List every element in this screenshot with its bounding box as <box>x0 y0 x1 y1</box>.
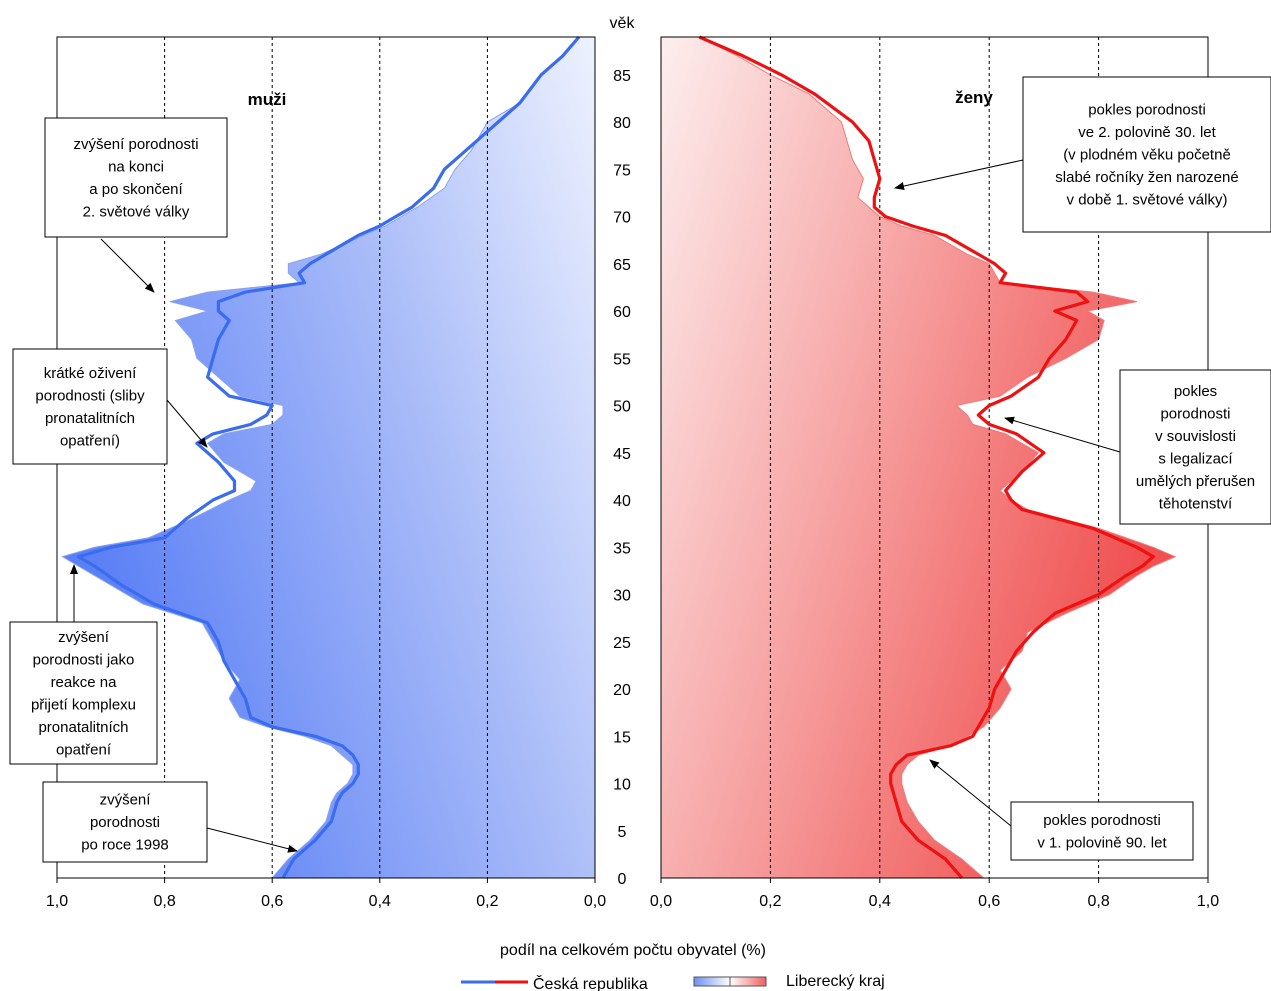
women-line-ceska-republika <box>698 35 1155 880</box>
men-x-tick-label: 0,4 <box>369 893 391 910</box>
legend-label-ceska-republika: Česká republika <box>533 974 648 991</box>
men-x-tick-label: 0,8 <box>153 893 175 910</box>
age-tick-label: 55 <box>613 351 631 368</box>
annotation-text-line: v 1. polovině 90. let <box>1037 834 1167 851</box>
annotation-box <box>44 117 228 238</box>
annotation-text-line: pronatalitních <box>38 719 128 736</box>
annotation-text-line: zvýšení porodnosti <box>73 136 198 153</box>
annotation-text-line: zvýšení <box>58 629 110 646</box>
annotation-box <box>1022 76 1271 233</box>
annotation-text-line: v době 1. světové války) <box>1067 192 1228 209</box>
annotation-text-line: krátké oživení <box>44 365 137 382</box>
annotation-text-line: (v plodném věku početně <box>1063 147 1231 164</box>
annotation-box <box>9 621 158 765</box>
men-area-edge <box>61 36 580 879</box>
age-axis-title: věk <box>610 15 636 32</box>
legend-label-liberecky-kraj: Liberecký kraj <box>786 973 885 990</box>
annotation-arrow <box>100 238 155 293</box>
men-x-tick-label: 0,2 <box>476 893 498 910</box>
annotation-text-line: pokles <box>1174 383 1217 400</box>
age-tick-label: 10 <box>613 777 631 794</box>
annotation-text-line: slabé ročníky žen narozené <box>1055 169 1238 186</box>
annotation-text-line: na konci <box>108 158 164 175</box>
annotation-text-line: těhotenství <box>1159 495 1233 512</box>
annotation-text-line: s legalizací <box>1158 450 1233 467</box>
annotation-text-line: porodnosti <box>90 814 160 831</box>
age-tick-label: 5 <box>618 824 627 841</box>
men-panel-label: muži <box>248 90 287 109</box>
annotation-box <box>12 348 168 465</box>
men-line-ceska-republika <box>76 35 581 879</box>
annotation-text-line: porodnosti (sliby <box>35 387 145 404</box>
annotation-box <box>42 781 208 863</box>
annotation-text-line: porodnosti <box>1160 405 1230 422</box>
x-axis-title: podíl na celkovém počtu obyvatel (%) <box>500 942 766 959</box>
women-x-tick-label: 0,4 <box>869 893 891 910</box>
age-tick-label: 25 <box>613 635 631 652</box>
age-tick-label: 45 <box>613 446 631 463</box>
annotation-text-line: umělých přerušen <box>1136 473 1255 490</box>
age-tick-label: 40 <box>613 493 631 510</box>
annotation-arrow <box>1004 416 1121 453</box>
annotation-text-line: 2. světové války <box>83 203 190 220</box>
annotation-arrow <box>929 759 1012 827</box>
men-x-tick-label: 0,6 <box>261 893 283 910</box>
annotation-arrow <box>206 827 298 853</box>
annotation-text-line: pokles porodnosti <box>1043 812 1161 829</box>
age-tick-label: 20 <box>613 682 631 699</box>
women-x-tick-label: 0,2 <box>759 893 781 910</box>
age-tick-label: 85 <box>613 68 631 85</box>
age-tick-label: 75 <box>613 162 631 179</box>
women-area-liberecky-kraj <box>661 37 1176 878</box>
women-x-tick-label: 0,8 <box>1087 893 1109 910</box>
age-tick-label: 80 <box>613 115 631 132</box>
annotation-text-line: zvýšení <box>100 792 152 809</box>
age-tick-label: 30 <box>613 588 631 605</box>
age-tick-label: 15 <box>613 729 631 746</box>
annotation-text-line: přijetí komplexu <box>31 696 136 713</box>
annotation-arrow <box>166 399 208 448</box>
age-tick-label: 35 <box>613 540 631 557</box>
annotation-text-line: po roce 1998 <box>81 837 169 854</box>
annotation-text-line: opatření) <box>60 432 120 449</box>
annotation-text-line: ve 2. polovině 30. let <box>1078 124 1216 141</box>
annotation-text-line: pokles porodnosti <box>1088 102 1206 119</box>
age-tick-label: 0 <box>618 871 627 888</box>
annotation-text-line: a po skončení <box>89 181 183 198</box>
women-x-tick-label: 0,6 <box>978 893 1000 910</box>
women-x-tick-label: 1,0 <box>1197 893 1219 910</box>
annotation-arrow <box>894 159 1024 190</box>
age-tick-label: 60 <box>613 304 631 321</box>
age-tick-label: 65 <box>613 257 631 274</box>
annotation-text-line: porodnosti jako <box>33 651 135 668</box>
annotation-box <box>1010 801 1194 861</box>
annotation-box <box>1119 369 1271 525</box>
age-tick-label: 50 <box>613 399 631 416</box>
men-area-liberecky-kraj <box>62 37 595 878</box>
age-tick-label: 70 <box>613 210 631 227</box>
annotation-text-line: pronatalitních <box>45 410 135 427</box>
women-x-tick-label: 0,0 <box>650 893 672 910</box>
men-x-tick-label: 1,0 <box>46 893 68 910</box>
annotation-text-line: v souvislosti <box>1155 428 1236 445</box>
annotation-text-line: opatření <box>56 741 112 758</box>
women-panel-label: ženy <box>955 88 993 107</box>
men-x-tick-label: 0,0 <box>584 893 606 910</box>
annotation-text-line: reakce na <box>51 674 118 691</box>
